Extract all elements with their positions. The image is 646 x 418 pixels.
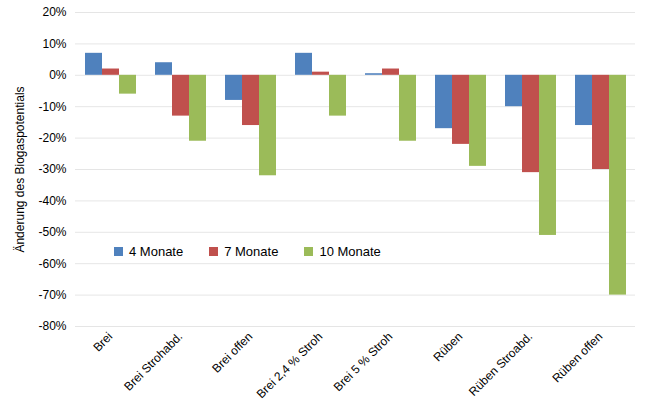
svg-text:-20%: -20% <box>38 131 66 145</box>
svg-text:Brei offen: Brei offen <box>209 329 255 375</box>
svg-text:Brei: Brei <box>90 329 115 354</box>
svg-text:Brei 5 % Stroh: Brei 5 % Stroh <box>331 329 396 394</box>
svg-text:-80%: -80% <box>38 319 66 333</box>
svg-text:Brei Strohabd.: Brei Strohabd. <box>121 329 185 393</box>
svg-text:Brei 2,4 % Stroh: Brei 2,4 % Stroh <box>254 329 326 401</box>
html-text:10 Monate: 10 Monate <box>319 244 381 260</box>
svg-text:-60%: -60% <box>38 257 66 271</box>
svg-text:-40%: -40% <box>38 194 66 208</box>
svg-text:Rüben Stroabd.: Rüben Stroabd. <box>466 329 535 398</box>
svg-text:-10%: -10% <box>38 100 66 114</box>
svg-text:-70%: -70% <box>38 288 66 302</box>
svg-text:Änderung des Biogaspotentials: Änderung des Biogaspotentials <box>13 86 27 252</box>
svg-text:10%: 10% <box>42 37 66 51</box>
html-text:4 Monate: 4 Monate <box>129 244 184 260</box>
svg-text:Rüben offen: Rüben offen <box>549 329 605 385</box>
svg-text:0%: 0% <box>49 68 67 82</box>
svg-text:-30%: -30% <box>38 162 66 176</box>
svg-text:20%: 20% <box>42 5 66 19</box>
svg-text:Rüben: Rüben <box>430 329 465 364</box>
html-text:7 Monate: 7 Monate <box>224 244 279 260</box>
svg-text:-50%: -50% <box>38 225 66 239</box>
